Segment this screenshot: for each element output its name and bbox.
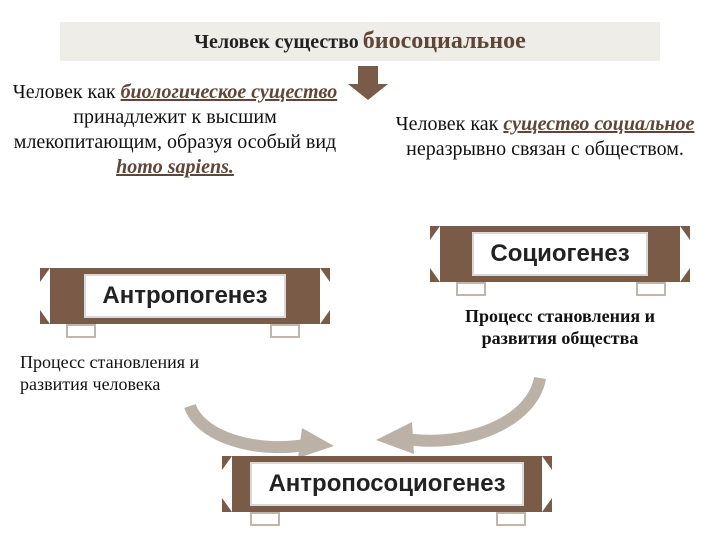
- text: принадлежит к высшим млекопитающим, обра…: [14, 106, 336, 153]
- caption-line: развития человека: [20, 374, 290, 396]
- title-emphasis: биосоциальное: [363, 28, 526, 54]
- caption-sociogenesis: Процесс становления и развития общества: [430, 306, 690, 349]
- ribbon-label: Антропогенез: [84, 274, 285, 318]
- arrow-down-icon: [346, 66, 390, 102]
- ribbon-fold-icon: [250, 512, 280, 526]
- ribbon-fold-icon: [636, 282, 666, 296]
- homo-sapiens: homo sapiens.: [116, 156, 234, 178]
- biological-being: биологическое существо: [121, 81, 338, 103]
- text: неразрывно связан с обществом.: [406, 138, 684, 160]
- paragraph-social: Человек как существо социальное неразрыв…: [380, 112, 710, 162]
- ribbon-fold-icon: [66, 324, 96, 338]
- ribbon-notch-icon: [212, 456, 232, 512]
- paragraph-biological: Человек как биологическое существо прина…: [10, 80, 340, 180]
- curve-arrow-right-icon: [370, 368, 560, 468]
- ribbon-notch-icon: [680, 226, 700, 282]
- social-being: существо социальное: [503, 113, 694, 135]
- ribbon-fold-icon: [270, 324, 300, 338]
- ribbon-label: Социогенез: [472, 232, 647, 276]
- text: Человек как: [396, 113, 504, 135]
- text: Человек как: [13, 81, 121, 103]
- ribbon-anthropogenesis: Антропогенез: [40, 268, 330, 324]
- ribbon-fold-icon: [456, 282, 486, 296]
- ribbon-notch-icon: [320, 268, 340, 324]
- caption-line: Процесс становления и: [20, 352, 290, 374]
- ribbon-label: Антропосоциогенез: [250, 462, 523, 506]
- ribbon-notch-icon: [542, 456, 562, 512]
- ribbon-notch-icon: [420, 226, 440, 282]
- title-plain: Человек существо: [194, 31, 358, 53]
- ribbon-sociogenesis: Социогенез: [430, 226, 690, 282]
- ribbon-anthroposociogenesis: Антропосоциогенез: [222, 456, 552, 512]
- title-bar: Человек существо биосоциальное: [60, 22, 660, 61]
- ribbon-notch-icon: [30, 268, 50, 324]
- ribbon-fold-icon: [496, 512, 526, 526]
- caption-line: развития общества: [430, 328, 690, 350]
- caption-anthropogenesis: Процесс становления и развития человека: [20, 352, 290, 395]
- caption-line: Процесс становления и: [430, 306, 690, 328]
